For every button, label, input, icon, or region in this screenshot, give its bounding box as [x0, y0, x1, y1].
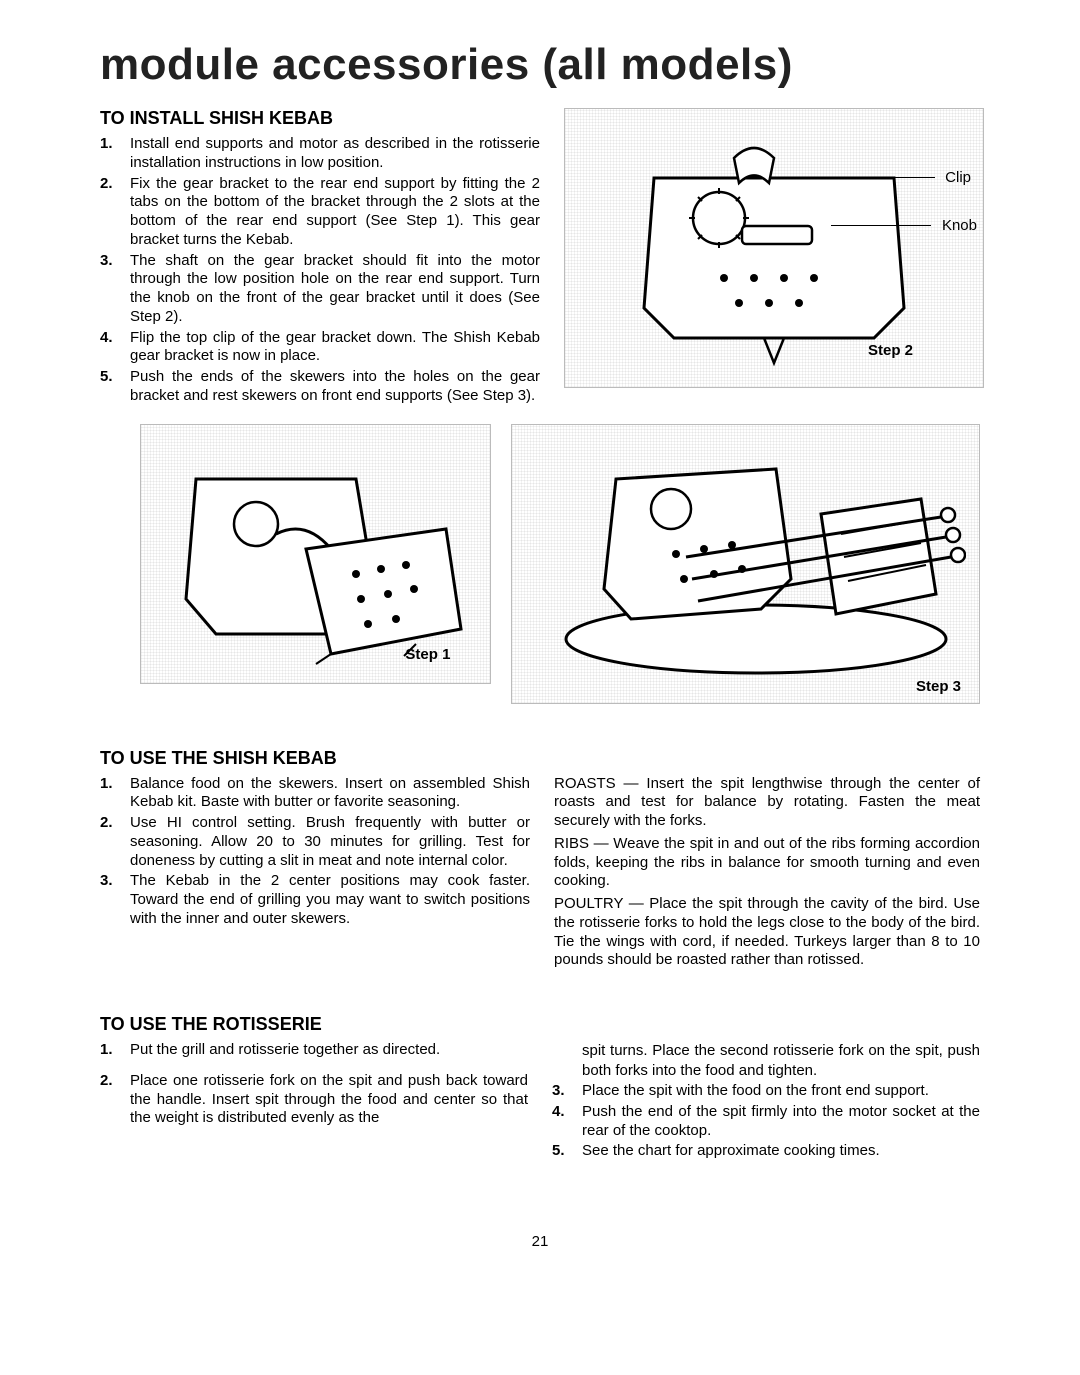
- install-item: The shaft on the gear bracket should fit…: [100, 252, 540, 327]
- figure-step-1: Step 1: [140, 424, 491, 684]
- use-kebab-item: The Kebab in the 2 center positions may …: [100, 872, 530, 928]
- rotisserie-item: Place one rotisserie fork on the spit an…: [100, 1072, 528, 1128]
- rotisserie-right-list: Place the spit with the food on the fron…: [552, 1082, 980, 1161]
- meat-item-roasts: ROASTS — Insert the spit lengthwise thro…: [554, 775, 980, 831]
- meat-notes-column: ROASTS — Insert the spit lengthwise thro…: [554, 775, 980, 975]
- use-kebab-list: Balance food on the skewers. Insert on a…: [100, 775, 530, 929]
- figure-step-3: Step 3: [511, 424, 980, 704]
- use-kebab-heading: TO USE THE SHISH KEBAB: [100, 748, 980, 769]
- page-title: module accessories (all models): [100, 40, 980, 90]
- install-text-column: TO INSTALL SHISH KEBAB Install end suppo…: [100, 108, 540, 408]
- use-rotisserie-heading: TO USE THE ROTISSERIE: [100, 1014, 980, 1035]
- use-kebab-item: Balance food on the skewers. Insert on a…: [100, 775, 530, 813]
- meat-name: POULTRY: [554, 895, 623, 912]
- install-list: Install end supports and motor as descri…: [100, 135, 540, 406]
- callout-knob-line: [831, 225, 931, 226]
- install-figure-column: Clip Knob Step 2: [564, 108, 984, 408]
- install-item: Fix the gear bracket to the rear end sup…: [100, 175, 540, 250]
- install-item: Flip the top clip of the gear bracket do…: [100, 329, 540, 367]
- rotisserie-left-column: Put the grill and rotisserie together as…: [100, 1041, 528, 1163]
- figure-step-2: Clip Knob Step 2: [564, 108, 984, 388]
- use-kebab-section: TO USE THE SHISH KEBAB Balance food on t…: [100, 748, 980, 975]
- callout-clip-label: Clip: [945, 169, 971, 186]
- meat-item-poultry: POULTRY — Place the spit through the cav…: [554, 895, 980, 970]
- assembly-step3-icon: [526, 439, 966, 689]
- rotisserie-item: Place the spit with the food on the fron…: [552, 1082, 980, 1101]
- use-kebab-item: Use HI control setting. Brush frequently…: [100, 814, 530, 870]
- rotisserie-continuation: spit turns. Place the second rotisserie …: [552, 1041, 980, 1080]
- install-item: Install end supports and motor as descri…: [100, 135, 540, 173]
- meat-item-ribs: RIBS — Weave the spit in and out of the …: [554, 835, 980, 891]
- rotisserie-item: Push the end of the spit firmly into the…: [552, 1103, 980, 1141]
- figures-row: Step 1 Step 3: [100, 424, 980, 704]
- rotisserie-left-list: Put the grill and rotisserie together as…: [100, 1041, 528, 1128]
- rotisserie-item: Put the grill and rotisserie together as…: [100, 1041, 528, 1060]
- page-number: 21: [100, 1233, 980, 1250]
- step-3-label: Step 3: [916, 678, 961, 695]
- callout-clip-line: [815, 177, 935, 178]
- use-kebab-steps-column: Balance food on the skewers. Insert on a…: [100, 775, 530, 931]
- step-1-label: Step 1: [405, 646, 450, 663]
- rotisserie-item: See the chart for approximate cooking ti…: [552, 1142, 980, 1161]
- step-2-label: Step 2: [868, 342, 913, 359]
- assembly-step2-icon: [594, 128, 954, 368]
- rotisserie-right-column: spit turns. Place the second rotisserie …: [552, 1041, 980, 1163]
- meat-text: — Weave the spit in and out of the ribs …: [554, 835, 980, 890]
- use-rotisserie-section: TO USE THE ROTISSERIE Put the grill and …: [100, 1014, 980, 1163]
- install-heading: TO INSTALL SHISH KEBAB: [100, 108, 540, 129]
- meat-text: — Insert the spit lengthwise through the…: [554, 775, 980, 830]
- meat-name: ROASTS: [554, 775, 616, 792]
- assembly-step1-icon: [156, 439, 476, 669]
- meat-name: RIBS: [554, 835, 589, 852]
- install-section: TO INSTALL SHISH KEBAB Install end suppo…: [100, 108, 980, 408]
- install-item: Push the ends of the skewers into the ho…: [100, 368, 540, 406]
- callout-knob-label: Knob: [942, 217, 977, 234]
